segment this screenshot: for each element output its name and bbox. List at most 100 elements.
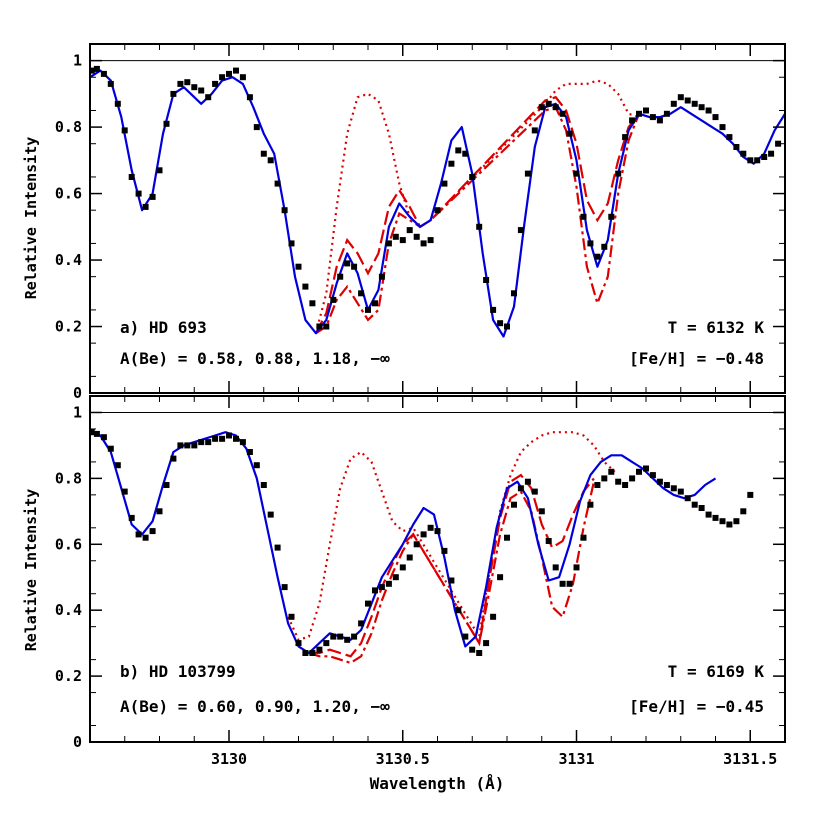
observed-point bbox=[260, 150, 267, 157]
observed-point bbox=[191, 84, 198, 91]
observed-point bbox=[337, 633, 344, 640]
observed-point bbox=[378, 584, 385, 591]
observed-point bbox=[656, 117, 663, 124]
be-variant-dashdot bbox=[308, 481, 595, 665]
observed-point bbox=[448, 160, 455, 167]
observed-point bbox=[469, 174, 476, 180]
observed-point bbox=[378, 273, 385, 280]
observed-point bbox=[365, 306, 371, 313]
observed-point bbox=[128, 514, 135, 521]
observed-point bbox=[754, 157, 761, 164]
observed-point bbox=[733, 518, 740, 525]
observed-point bbox=[358, 290, 365, 297]
observed-point bbox=[531, 488, 538, 495]
observed-point bbox=[177, 442, 184, 449]
observed-point bbox=[559, 580, 566, 587]
observed-point bbox=[566, 130, 573, 137]
best-fit-line bbox=[90, 69, 785, 338]
observed-point bbox=[156, 508, 163, 515]
observed-point bbox=[531, 127, 538, 134]
observed-point bbox=[663, 482, 670, 488]
observed-point bbox=[643, 465, 649, 472]
observed-point bbox=[135, 531, 142, 538]
observed-point bbox=[316, 646, 323, 653]
observed-point bbox=[198, 87, 205, 94]
observed-point bbox=[649, 472, 656, 479]
observed-point bbox=[490, 613, 497, 620]
y-tick-label: 0 bbox=[73, 384, 82, 402]
observed-point bbox=[455, 147, 462, 154]
observed-point bbox=[128, 174, 135, 180]
observed-point bbox=[643, 107, 649, 114]
observed-point bbox=[170, 455, 177, 462]
observed-point bbox=[656, 478, 663, 485]
observed-point bbox=[517, 227, 524, 234]
observed-point bbox=[476, 223, 483, 230]
observed-point bbox=[552, 564, 559, 571]
observed-point bbox=[559, 110, 566, 117]
observed-point bbox=[420, 531, 427, 538]
observed-point bbox=[295, 263, 302, 270]
observed-point bbox=[455, 607, 462, 614]
observed-point bbox=[114, 462, 121, 469]
observed-point bbox=[253, 124, 260, 131]
y-tick-label: 0.4 bbox=[55, 601, 82, 619]
observed-point bbox=[719, 124, 726, 131]
observed-point bbox=[677, 94, 684, 101]
observed-point bbox=[239, 74, 246, 81]
observed-point bbox=[629, 117, 636, 124]
observed-point bbox=[448, 577, 455, 584]
observed-point bbox=[497, 320, 504, 327]
observed-point bbox=[677, 488, 684, 495]
observed-point bbox=[427, 524, 434, 531]
observed-point bbox=[545, 100, 552, 107]
plot-area bbox=[90, 60, 785, 338]
observed-point bbox=[385, 580, 392, 587]
observed-point bbox=[295, 640, 302, 647]
observed-point bbox=[691, 501, 698, 508]
observed-point bbox=[233, 435, 239, 442]
observed-point bbox=[608, 468, 615, 475]
observed-point bbox=[330, 633, 337, 640]
observed-point bbox=[358, 620, 365, 627]
observed-point bbox=[747, 157, 754, 164]
observed-point bbox=[267, 157, 274, 164]
panel-b-ylabel: Relative Intensity bbox=[22, 489, 40, 652]
observed-point bbox=[163, 482, 170, 488]
observed-point bbox=[636, 110, 642, 117]
observed-point bbox=[212, 435, 219, 442]
observed-point bbox=[497, 574, 504, 581]
observed-point bbox=[524, 170, 531, 177]
y-tick-label: 0.6 bbox=[55, 185, 82, 203]
observed-point bbox=[670, 100, 677, 107]
x-tick-label: 3130 bbox=[211, 750, 247, 768]
observed-point bbox=[538, 508, 545, 515]
observed-point bbox=[351, 263, 358, 270]
be-variant-dashed bbox=[308, 473, 595, 658]
observed-point bbox=[253, 462, 260, 469]
observed-point bbox=[135, 190, 142, 197]
observed-point bbox=[504, 323, 510, 330]
observed-point bbox=[441, 547, 448, 554]
observed-point bbox=[205, 94, 212, 101]
observed-point bbox=[636, 468, 642, 475]
observed-point bbox=[302, 650, 309, 656]
observed-point bbox=[726, 134, 733, 141]
observed-point bbox=[580, 213, 587, 220]
observed-point bbox=[427, 237, 434, 244]
x-axis-label: Wavelength (Å) bbox=[370, 774, 505, 793]
observed-point bbox=[441, 180, 448, 187]
observed-point bbox=[670, 485, 677, 492]
observed-point bbox=[684, 97, 691, 104]
panel-b-label: b) HD 103799 bbox=[120, 662, 236, 681]
y-tick-label: 1 bbox=[73, 52, 82, 70]
panel-a: a) HD 693 A(Be) = 0.58, 0.88, 1.18, −∞ T… bbox=[22, 43, 786, 402]
observed-point bbox=[684, 495, 691, 502]
observed-point bbox=[406, 227, 413, 234]
observed-point bbox=[483, 640, 490, 647]
observed-point bbox=[698, 505, 705, 511]
observed-point bbox=[274, 180, 281, 187]
best-fit-line bbox=[90, 431, 717, 655]
observed-point bbox=[615, 170, 622, 177]
